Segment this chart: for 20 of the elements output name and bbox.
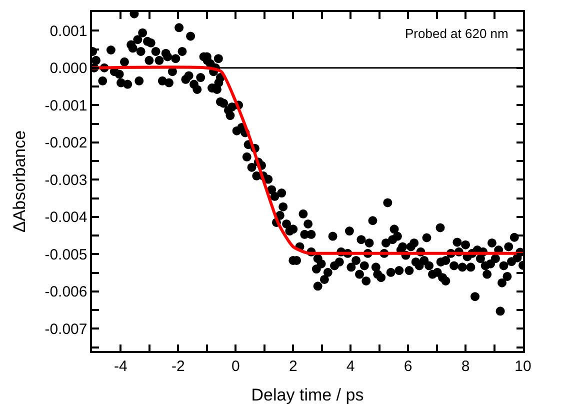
- y-tick-label: -0.006: [44, 284, 88, 301]
- y-tick-label: -0.001: [44, 97, 88, 114]
- y-tick-label: 0.000: [50, 60, 88, 78]
- y-tick-label: 0.001: [50, 22, 88, 40]
- y-tick-label: -0.004: [44, 209, 88, 226]
- annotation: Probed at 620 nm: [405, 26, 508, 41]
- x-tick-label: -4: [114, 358, 128, 375]
- x-tick-label: 2: [288, 358, 298, 375]
- y-tick-label: -0.005: [44, 246, 88, 264]
- x-tick-label: 8: [461, 358, 470, 375]
- x-tick-label: 10: [514, 358, 532, 375]
- x-tick-label: 4: [346, 358, 355, 375]
- x-tick-label: 6: [404, 358, 412, 375]
- y-tick-label: -0.002: [44, 134, 88, 152]
- x-tick-label: -2: [172, 358, 185, 375]
- y-tick-label: -0.003: [44, 172, 88, 189]
- y-tick-label: -0.007: [44, 320, 88, 338]
- x-tick-label: 0: [232, 358, 240, 375]
- x-axis-title: Delay time / ps: [251, 386, 364, 405]
- y-axis-title: ΔAbsorbance: [10, 130, 29, 233]
